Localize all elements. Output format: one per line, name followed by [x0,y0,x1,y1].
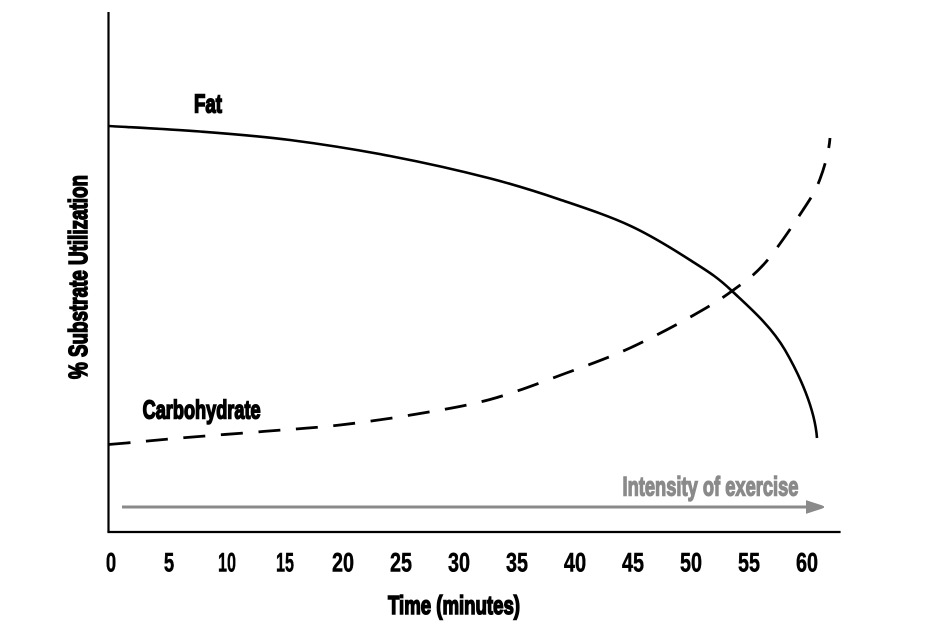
svg-text:30: 30 [448,548,470,578]
svg-text:Carbohydrate: Carbohydrate [143,395,261,425]
svg-text:% Substrate Utilization: % Substrate Utilization [63,175,93,379]
svg-text:55: 55 [738,548,760,578]
svg-text:Time (minutes): Time (minutes) [388,590,520,620]
svg-text:Fat: Fat [194,89,222,119]
svg-text:50: 50 [680,548,702,578]
svg-text:35: 35 [506,548,528,578]
svg-text:10: 10 [218,548,236,578]
svg-text:Intensity of exercise: Intensity of exercise [623,472,799,502]
svg-text:5: 5 [164,548,174,578]
svg-text:20: 20 [332,548,354,578]
svg-text:40: 40 [564,548,586,578]
svg-text:45: 45 [622,548,644,578]
svg-text:0: 0 [106,548,116,578]
svg-text:25: 25 [390,548,412,578]
svg-text:15: 15 [276,548,294,578]
svg-text:60: 60 [796,548,818,578]
